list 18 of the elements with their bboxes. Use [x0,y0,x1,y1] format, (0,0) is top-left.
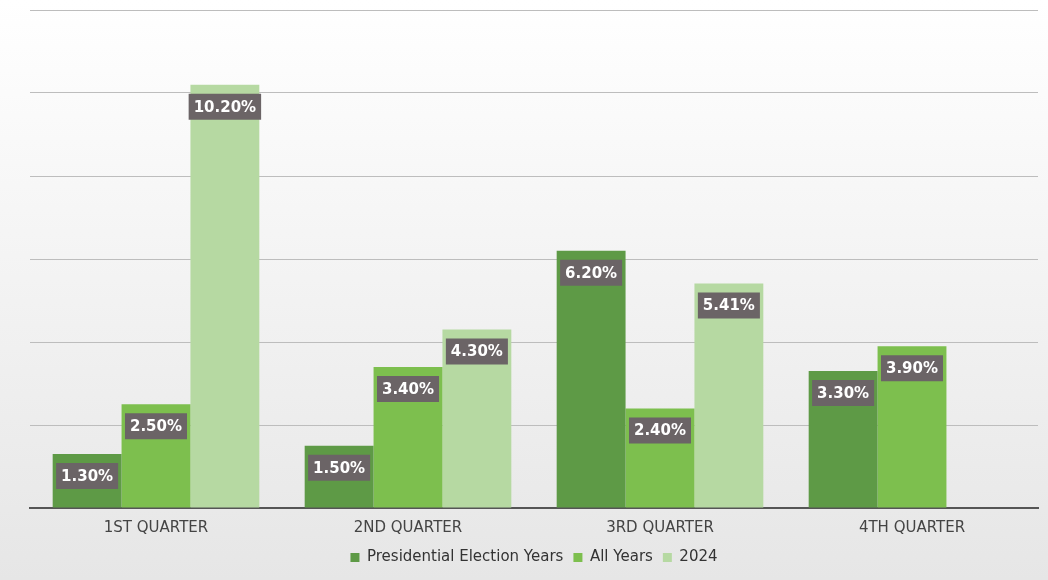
data-label: 5.41% [702,296,755,315]
x-tick-label: 2ND QUARTER [353,517,463,536]
data-label: 6.20% [565,263,618,282]
data-label: 4.30% [450,342,503,361]
data-label: 1.50% [313,458,366,477]
data-label: 3.40% [381,379,435,398]
data-label: 2.50% [129,417,183,436]
x-tick-label: 4TH QUARTER [858,517,966,536]
x-tick-label: 3RD QUARTER [606,517,714,536]
x-tick-label: 1ST QUARTER [103,517,209,536]
data-label: 10.20% [193,97,257,116]
data-label: 3.30% [817,383,870,402]
legend-label: 2024 [679,547,718,566]
data-label: 3.90% [885,359,939,378]
legend-label: All Years [589,547,654,566]
data-label: 2.40% [633,421,687,440]
legend-label: Presidential Election Years [366,547,564,566]
data-label: 1.30% [61,466,114,485]
